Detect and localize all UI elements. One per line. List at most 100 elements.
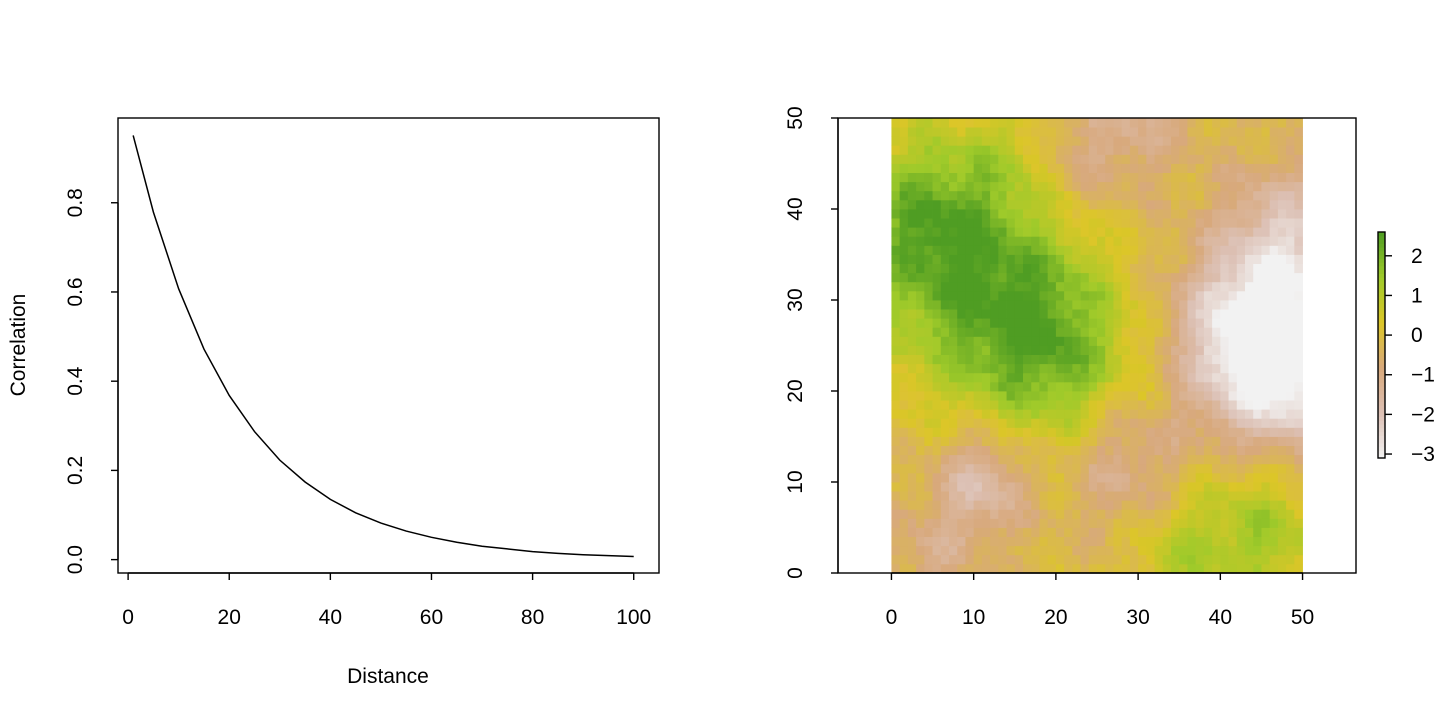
heatmap-cell bbox=[1064, 181, 1073, 192]
heatmap-cell bbox=[940, 172, 950, 183]
heatmap-cell bbox=[932, 400, 942, 410]
heatmap-cell bbox=[1088, 327, 1098, 337]
heatmap-cell bbox=[1121, 345, 1131, 355]
heatmap-cell bbox=[1171, 327, 1180, 337]
heatmap-cell bbox=[1228, 491, 1238, 501]
heatmap-cell bbox=[1245, 336, 1254, 346]
heatmap-cell bbox=[1269, 527, 1279, 537]
heatmap-cell bbox=[1253, 463, 1262, 474]
heatmap-cell bbox=[1220, 509, 1229, 519]
heatmap-cell bbox=[957, 463, 966, 474]
heatmap-cell bbox=[1113, 236, 1123, 246]
heatmap-cell bbox=[965, 300, 975, 310]
heatmap-cell bbox=[1138, 336, 1147, 346]
heatmap-cell bbox=[1072, 118, 1081, 128]
heatmap-cell bbox=[973, 381, 983, 392]
heatmap-cell bbox=[1129, 391, 1139, 401]
heatmap-cell bbox=[1039, 554, 1049, 565]
heatmap-cell bbox=[940, 245, 950, 255]
heatmap-cell bbox=[1187, 227, 1197, 237]
heatmap-cell bbox=[1179, 281, 1188, 292]
heatmap-cell bbox=[899, 345, 909, 355]
heatmap-cell bbox=[990, 127, 999, 137]
heatmap-cell bbox=[1245, 363, 1254, 374]
heatmap-cell bbox=[907, 436, 917, 446]
heatmap-cell bbox=[891, 509, 901, 519]
heatmap-cell bbox=[940, 154, 950, 164]
heatmap-cell bbox=[1228, 199, 1238, 210]
heatmap-cell bbox=[1203, 482, 1213, 492]
heatmap-cell bbox=[949, 427, 958, 437]
heatmap-cell bbox=[1146, 381, 1155, 392]
heatmap-cell bbox=[1097, 245, 1106, 255]
heatmap-cell bbox=[1212, 381, 1221, 392]
heatmap-cell bbox=[1129, 263, 1139, 274]
heatmap-cell bbox=[1129, 281, 1139, 292]
heatmap-cell bbox=[1228, 281, 1238, 292]
y-tick-label: 30 bbox=[784, 288, 807, 311]
heatmap-cell bbox=[940, 372, 950, 383]
heatmap-cell bbox=[1294, 381, 1303, 392]
heatmap-cell bbox=[1105, 318, 1114, 328]
heatmap-cell bbox=[1187, 427, 1197, 437]
heatmap-cell bbox=[1187, 245, 1197, 255]
heatmap-cell bbox=[1047, 491, 1057, 501]
heatmap-cell bbox=[1228, 327, 1238, 337]
heatmap-cell bbox=[965, 509, 975, 519]
heatmap-cell bbox=[1195, 181, 1205, 192]
heatmap-cell bbox=[998, 327, 1007, 337]
heatmap-cell bbox=[1179, 181, 1188, 192]
heatmap-cell bbox=[1006, 536, 1016, 547]
heatmap-cell bbox=[1261, 154, 1271, 164]
heatmap-cell bbox=[949, 472, 958, 483]
heatmap-cell bbox=[998, 145, 1007, 155]
heatmap-cell bbox=[1121, 290, 1131, 301]
heatmap-cell bbox=[1179, 372, 1188, 383]
heatmap-cell bbox=[965, 436, 975, 446]
heatmap-cell bbox=[1097, 509, 1106, 519]
heatmap-cell bbox=[1171, 418, 1180, 428]
heatmap-cell bbox=[1212, 354, 1221, 365]
heatmap-cell bbox=[1228, 300, 1238, 310]
heatmap-cell bbox=[998, 563, 1007, 574]
heatmap-cell bbox=[891, 127, 901, 137]
heatmap-cell bbox=[1121, 127, 1131, 137]
heatmap-cell bbox=[1203, 245, 1213, 255]
heatmap-cell bbox=[1080, 218, 1090, 228]
heatmap-cell bbox=[965, 227, 975, 237]
heatmap-cell bbox=[899, 463, 909, 474]
heatmap-cell bbox=[1055, 209, 1065, 219]
heatmap-cell bbox=[1277, 563, 1287, 574]
heatmap-cell bbox=[1294, 300, 1303, 310]
heatmap-cell bbox=[1006, 509, 1016, 519]
heatmap-cell bbox=[1064, 327, 1073, 337]
heatmap-cell bbox=[1162, 181, 1172, 192]
heatmap-cell bbox=[990, 436, 999, 446]
heatmap-cell bbox=[1261, 536, 1271, 547]
heatmap-cell bbox=[1138, 181, 1147, 192]
heatmap-cell bbox=[1261, 381, 1271, 392]
heatmap-cell bbox=[1245, 181, 1254, 192]
heatmap-cell bbox=[1129, 482, 1139, 492]
heatmap-cell bbox=[1236, 300, 1246, 310]
heatmap-cell bbox=[891, 118, 901, 128]
heatmap-cell bbox=[1129, 445, 1139, 456]
heatmap-cell bbox=[1006, 309, 1016, 319]
heatmap-cell bbox=[1023, 409, 1032, 419]
heatmap-cell bbox=[1055, 381, 1065, 392]
heatmap-cell bbox=[1047, 263, 1057, 274]
heatmap-cell bbox=[1031, 199, 1040, 210]
heatmap-cell bbox=[1203, 472, 1213, 483]
heatmap-cell bbox=[1031, 309, 1040, 319]
heatmap-cell bbox=[916, 309, 925, 319]
heatmap-cell bbox=[998, 190, 1007, 201]
y-tick-label: 10 bbox=[784, 470, 807, 493]
heatmap-cell bbox=[1220, 554, 1229, 565]
heatmap-cell bbox=[1097, 400, 1106, 410]
y-tick-label: 0.6 bbox=[64, 277, 87, 306]
heatmap-cell bbox=[891, 254, 901, 264]
heatmap-cell bbox=[1064, 381, 1073, 392]
heatmap-cell bbox=[891, 445, 901, 456]
heatmap-cell bbox=[924, 491, 933, 501]
heatmap-cell bbox=[1047, 227, 1057, 237]
